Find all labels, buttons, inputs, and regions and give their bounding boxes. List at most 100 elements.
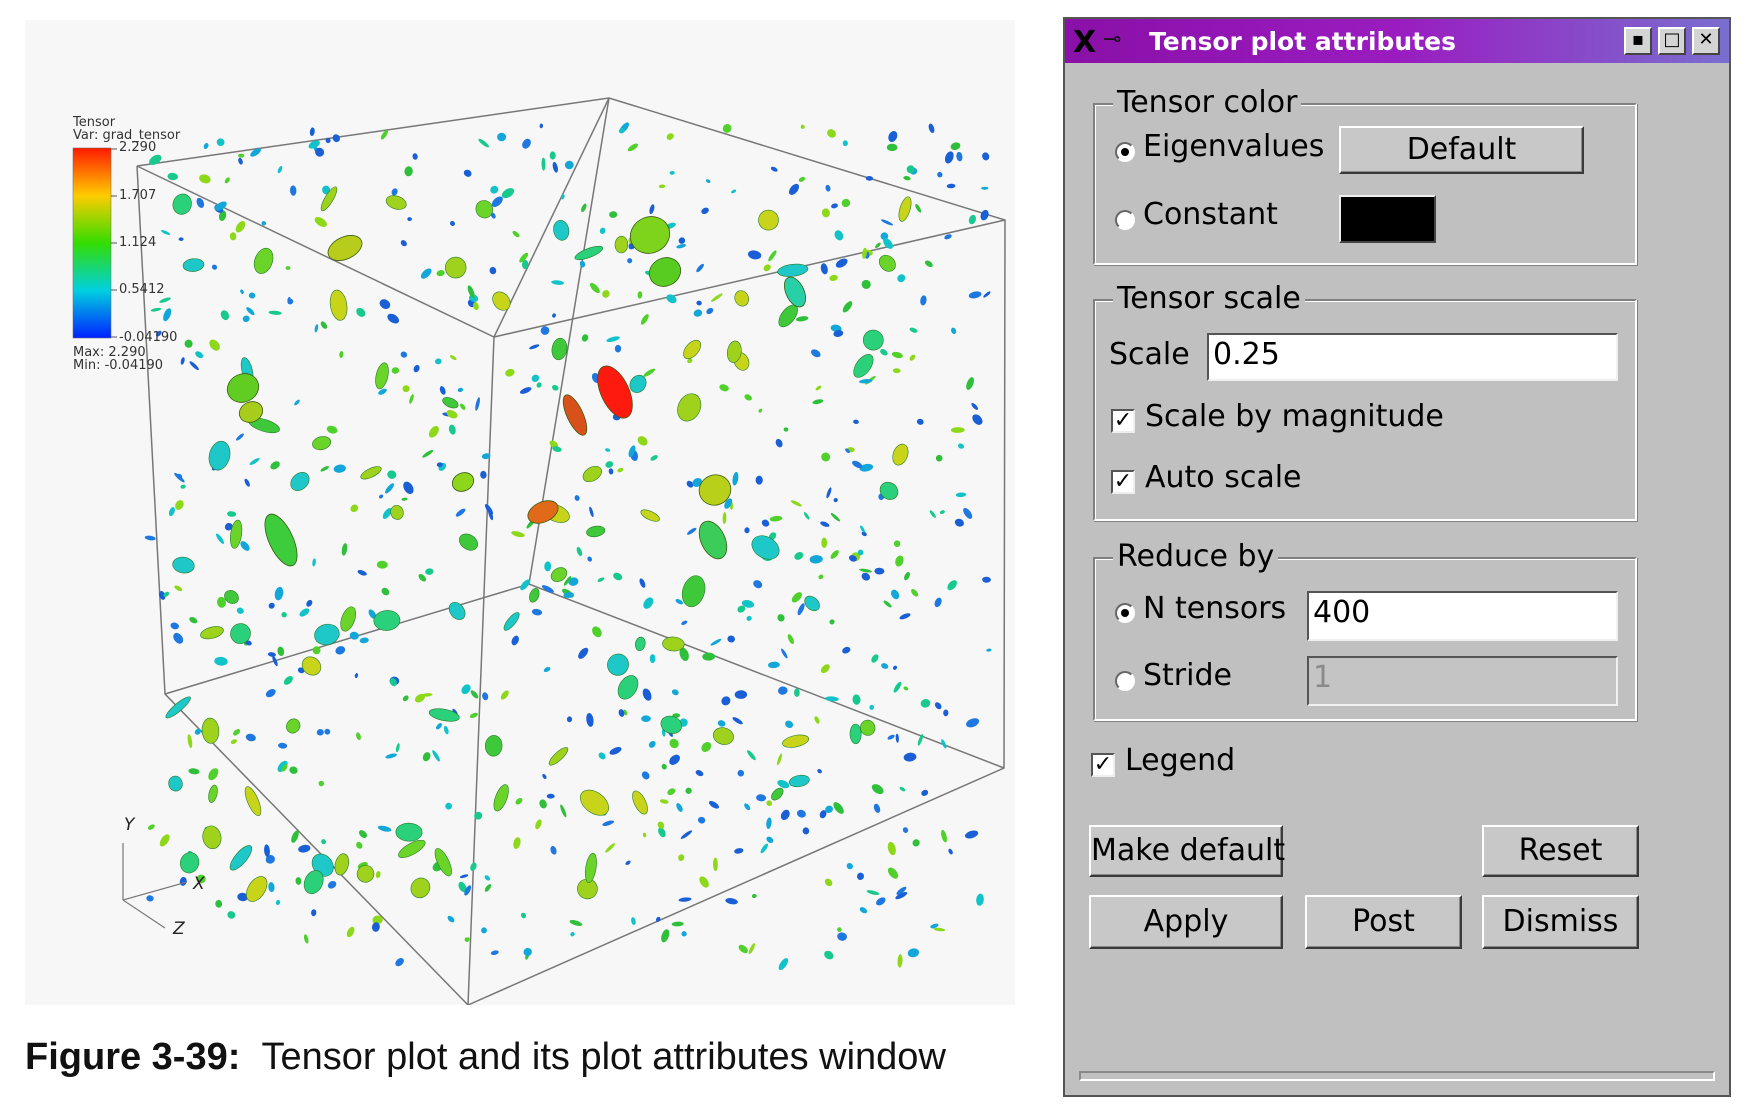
tensor-glyph: [248, 292, 256, 299]
eigenvalues-radio[interactable]: [1115, 142, 1135, 162]
apply-button[interactable]: Apply: [1089, 895, 1283, 949]
tensor-glyph: [957, 443, 965, 449]
tensor-glyph: [576, 546, 583, 557]
dismiss-button[interactable]: Dismiss: [1482, 895, 1639, 949]
post-button[interactable]: Post: [1305, 895, 1462, 949]
tensor-glyph: [980, 209, 989, 221]
n-tensors-label[interactable]: N tensors: [1143, 591, 1287, 626]
tensor-glyph: [216, 533, 224, 544]
legend-color-bar: [72, 147, 112, 339]
default-button[interactable]: Default: [1339, 126, 1584, 174]
reset-button[interactable]: Reset: [1482, 825, 1639, 877]
tensor-glyph: [291, 830, 299, 843]
tensor-glyph: [777, 263, 809, 277]
tensor-glyph: [311, 909, 317, 917]
tensor-glyph: [439, 386, 446, 395]
constant-color-swatch[interactable]: [1339, 195, 1436, 243]
tensor-glyph: [287, 297, 291, 303]
figure-number: Figure 3-39:: [25, 1036, 241, 1078]
tensor-glyph: [522, 138, 531, 149]
tensor-glyph: [285, 266, 291, 270]
tensor-glyph: [706, 307, 714, 315]
auto-scale-label[interactable]: Auto scale: [1145, 460, 1302, 495]
legend-checkbox[interactable]: ✓: [1091, 753, 1115, 777]
tensor-glyph: [167, 172, 178, 181]
tensor-glyph: [734, 690, 748, 699]
tensor-glyph: [895, 891, 908, 900]
tensor-glyph: [909, 354, 916, 361]
tensor-glyph: [189, 617, 198, 624]
tensor-glyph: [966, 377, 974, 390]
tensor-glyph: [475, 397, 480, 411]
tensor-glyph: [450, 220, 455, 227]
tensor-glyph: [180, 357, 185, 365]
tensor-glyph: [649, 654, 656, 664]
tensor-glyph: [753, 580, 763, 589]
minimize-button[interactable]: ▪: [1624, 27, 1652, 55]
tensor-glyph: [865, 175, 873, 181]
constant-label[interactable]: Constant: [1143, 197, 1278, 232]
tensor-glyph: [265, 688, 276, 698]
tensor-glyph: [561, 193, 565, 200]
scale-input[interactable]: 0.25: [1207, 333, 1618, 381]
stride-label[interactable]: Stride: [1143, 658, 1232, 693]
tensor-glyph: [520, 579, 530, 591]
constant-radio[interactable]: [1115, 210, 1135, 230]
tensor-glyph: [470, 690, 479, 699]
tensor-glyph: [695, 770, 704, 777]
tensor-glyph: [551, 337, 568, 361]
make-default-button[interactable]: Make default: [1089, 825, 1285, 877]
tensor-glyph: [659, 799, 669, 804]
tensor-glyph: [804, 595, 820, 612]
n-tensors-radio[interactable]: [1115, 603, 1135, 623]
tensor-glyph: [859, 568, 872, 573]
auto-scale-checkbox[interactable]: ✓: [1111, 470, 1135, 494]
close-button[interactable]: ✕: [1692, 27, 1720, 55]
eigenvalues-label[interactable]: Eigenvalues: [1143, 129, 1325, 164]
tensor-glyph: [303, 870, 324, 895]
x-logo-icon[interactable]: X: [1073, 25, 1097, 60]
tensor-glyph: [379, 299, 391, 309]
tensor-glyph: [381, 587, 390, 596]
tensor-glyph: [550, 567, 568, 582]
tensor-glyph: [428, 708, 460, 722]
tensor-glyph: [888, 131, 898, 142]
legend-label[interactable]: Legend: [1125, 743, 1236, 778]
n-tensors-input[interactable]: 400: [1307, 591, 1618, 641]
tensor-glyph: [434, 848, 452, 877]
tensor-glyph: [325, 137, 331, 144]
tensor-glyph: [461, 684, 471, 695]
stride-radio[interactable]: [1115, 671, 1135, 691]
scale-by-magnitude-checkbox[interactable]: ✓: [1111, 409, 1135, 433]
tensor-glyph: [785, 720, 794, 729]
tensor-plot-canvas[interactable]: [25, 20, 1015, 1005]
tensor-glyph: [696, 263, 704, 273]
tensor-glyph: [671, 689, 679, 696]
axis-x-label: X: [193, 874, 205, 894]
title-bar[interactable]: X ⊸ Tensor plot attributes ▪ □ ✕: [1065, 19, 1729, 63]
tensor-glyph: [480, 470, 487, 479]
tensor-glyph: [756, 794, 767, 802]
tensor-glyph: [400, 240, 407, 247]
tensor-glyph: [230, 739, 238, 744]
tensor-glyph: [734, 848, 744, 854]
tensor-glyph: [929, 510, 936, 518]
tensor-glyph: [937, 171, 943, 178]
maximize-button[interactable]: □: [1658, 27, 1686, 55]
tensor-plot-viewport[interactable]: Tensor Var: grad_tensor 2.290 1.707 1.12…: [25, 20, 1015, 1005]
tensor-glyph: [380, 130, 388, 140]
tensor-glyph: [339, 351, 344, 358]
tensor-glyph: [880, 219, 894, 226]
tensor-glyph: [835, 258, 848, 268]
tensor-glyph: [951, 327, 957, 334]
tensor-glyph: [933, 927, 946, 932]
stride-input[interactable]: 1: [1307, 656, 1618, 706]
tensor-glyph: [891, 589, 900, 600]
tensor-glyph: [697, 816, 706, 824]
tensor-glyph: [240, 289, 244, 294]
tensor-glyph: [972, 414, 983, 425]
tensor-glyph: [982, 152, 990, 161]
pin-icon[interactable]: ⊸: [1103, 27, 1122, 52]
scale-by-magnitude-label[interactable]: Scale by magnitude: [1145, 399, 1444, 434]
tensor-glyph: [881, 663, 889, 669]
